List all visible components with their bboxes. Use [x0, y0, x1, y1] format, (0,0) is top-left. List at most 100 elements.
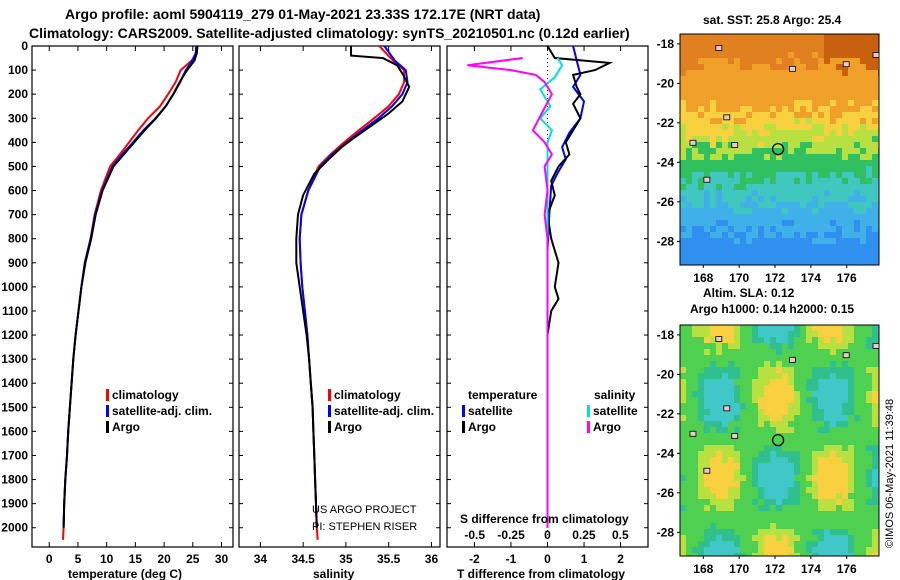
map-cell	[782, 112, 788, 118]
map-cell	[680, 457, 686, 463]
map-cell	[728, 118, 734, 124]
map-cell	[812, 100, 818, 106]
map-cell	[836, 541, 842, 547]
map-cell	[836, 493, 842, 499]
map-cell	[680, 451, 686, 457]
map-cell	[710, 439, 716, 445]
map-cell	[716, 379, 722, 385]
map-cell	[686, 40, 692, 46]
map-cell	[842, 361, 848, 367]
map-cell	[704, 433, 710, 439]
map-cell	[746, 64, 752, 70]
map-cell	[746, 196, 752, 202]
map-cell	[704, 220, 710, 226]
map-cell	[836, 226, 842, 232]
s-diff-tick-label: -0.5	[464, 528, 485, 542]
depth-tick-label: 1600	[1, 424, 28, 438]
map-cell	[842, 238, 848, 244]
map-cell	[866, 94, 872, 100]
map-cell	[866, 463, 872, 469]
map-cell	[800, 511, 806, 517]
map-cell	[782, 34, 788, 40]
x-tick-label: 0	[544, 552, 551, 566]
map-cell	[746, 136, 752, 142]
map-cell	[746, 523, 752, 529]
map-cell	[722, 118, 728, 124]
map-cell	[758, 439, 764, 445]
map-cell	[722, 160, 728, 166]
map-cell	[716, 367, 722, 373]
map-cell	[854, 160, 860, 166]
map-cell	[746, 499, 752, 505]
map-cell	[776, 517, 782, 523]
map-cell	[824, 76, 830, 82]
map-cell	[758, 220, 764, 226]
map-cell	[854, 124, 860, 130]
map-cell	[728, 178, 734, 184]
map-cell	[800, 178, 806, 184]
map-cell	[824, 499, 830, 505]
map-cell	[710, 481, 716, 487]
map-cell	[872, 262, 878, 265]
map-cell	[746, 391, 752, 397]
map-cell	[824, 403, 830, 409]
map-cell	[752, 82, 758, 88]
map-cell	[680, 220, 686, 226]
map-cell	[794, 226, 800, 232]
map-cell	[704, 535, 710, 541]
map-cell	[848, 475, 854, 481]
map-cell	[734, 94, 740, 100]
legend-salinity-title: salinity	[594, 388, 636, 402]
map-cell	[842, 226, 848, 232]
map-cell	[764, 94, 770, 100]
map-cell	[716, 256, 722, 262]
legend-label-argo: Argo	[334, 420, 362, 434]
map-cell	[698, 433, 704, 439]
map-cell	[788, 178, 794, 184]
map-cell	[710, 238, 716, 244]
map-cell	[722, 208, 728, 214]
map-cell	[752, 517, 758, 523]
map-cell	[788, 232, 794, 238]
map-cell	[746, 463, 752, 469]
map-cell	[800, 220, 806, 226]
map-cell	[686, 112, 692, 118]
map-cell	[872, 457, 878, 463]
map-cell	[758, 208, 764, 214]
map-cell	[848, 46, 854, 52]
map-cell	[806, 379, 812, 385]
map-cell	[800, 202, 806, 208]
map-cell	[698, 76, 704, 82]
map-cell	[818, 196, 824, 202]
map-cell	[716, 451, 722, 457]
map-cell	[836, 100, 842, 106]
map-cell	[836, 355, 842, 361]
map-cell	[734, 190, 740, 196]
map-cell	[800, 451, 806, 457]
map-cell	[812, 94, 818, 100]
lat-tick-label: -20	[657, 367, 675, 381]
x-axis-label: salinity	[313, 567, 355, 580]
map-cell	[794, 136, 800, 142]
map-cell	[794, 367, 800, 373]
map-cell	[788, 373, 794, 379]
map-cell	[860, 511, 866, 517]
map-cell	[698, 505, 704, 511]
map-cell	[818, 505, 824, 511]
map-cell	[836, 34, 842, 40]
map-cell	[770, 487, 776, 493]
map-cell	[770, 535, 776, 541]
map-cell	[782, 148, 788, 154]
map-cell	[794, 499, 800, 505]
map-cell	[854, 184, 860, 190]
map-cell	[716, 94, 722, 100]
legend-swatch-satellite	[106, 405, 109, 417]
s-difference-ticks: -0.5 -0.25 0 0.25 0.5	[464, 528, 629, 542]
map-cell	[722, 343, 728, 349]
map-cell	[692, 148, 698, 154]
map-cell	[716, 529, 722, 535]
map-cell	[698, 343, 704, 349]
map-cell	[764, 451, 770, 457]
map-cell	[866, 112, 872, 118]
map-cell	[872, 214, 878, 220]
